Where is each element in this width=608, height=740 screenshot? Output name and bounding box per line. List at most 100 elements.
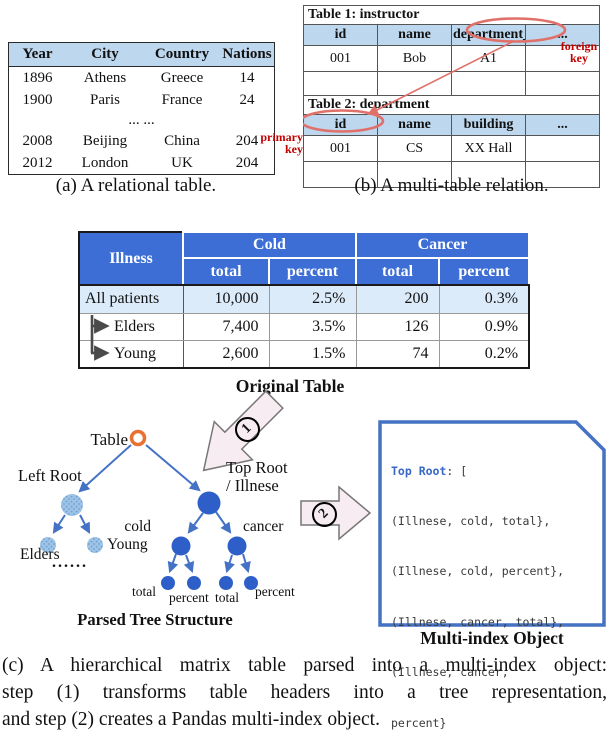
cell: Bob [377,45,452,72]
ellipsis-row: ... ... [9,111,275,130]
tree-edges [52,444,251,574]
leaf-node [244,576,258,590]
row-label: Young [78,339,184,369]
cancer-label: cancer [243,518,284,535]
cell [303,161,378,188]
cell: 24 [239,91,255,108]
leaf-node [187,576,201,590]
cell [377,71,452,99]
elders-node [40,537,56,553]
relational-table: Year City Country Nations 1896 Athens Gr… [8,42,275,175]
cell [525,135,600,162]
left-root-label: Left Root [18,466,82,485]
code-line: (Illnese, cancer, total}, [391,614,565,629]
young-node [87,537,103,553]
cell: 1900 [22,91,53,108]
left-root-node [61,494,83,516]
caption-line: step (1) transforms table headers into a… [2,682,607,703]
cell: 0.2% [438,339,530,369]
caption-a: (a) A relational table. [55,175,217,196]
cell: 2,600 [182,339,270,369]
table-row: 2008 Beijing China 204 [9,130,275,152]
caption-line: (c) A hierarchical matrix table parsed i… [2,655,607,676]
instructor-table: Table 1: instructor id name department_i… [303,5,600,99]
cell: London [81,154,129,171]
cell [451,71,526,99]
code-open-bracket: : [ [446,463,468,478]
cell: 3.5% [268,312,357,341]
step2-arrow [300,485,372,541]
table-row: 1900 Paris France 24 [9,89,275,111]
top-root-node [197,491,221,515]
empty-row [303,71,600,99]
parsed-tree-diagram: Table Left Root Top Root / Illnese Elder… [18,429,295,605]
cell: Greece [160,69,204,86]
sub-header: total [182,257,270,286]
sub-header: total [355,257,440,286]
leaf-node [161,576,175,590]
table-row: 2012 London UK 204 [9,152,275,175]
cell: Beijing [82,132,128,149]
sub-header-row: total percent total percent [79,257,531,286]
cancer-node [227,536,247,556]
code-line: (Illnese, cancer, [391,665,509,680]
step1-arrow [202,390,284,472]
cell: 10,000 [182,284,270,314]
cell: 204 [235,132,259,149]
cell: 7,400 [182,312,270,341]
cell: A1 [451,45,526,72]
cell: 2008 [22,132,53,149]
corner-header: Illness [78,231,184,286]
cell: 0.3% [438,284,530,314]
group-header-row: Illness Cold Cancer [78,231,531,286]
hierarchical-matrix-table: Illness Cold Cancer total percent total … [78,231,531,369]
matrix-table-caption: Original Table [235,376,345,396]
sub-header: percent [268,257,357,286]
cell [525,71,600,99]
empty-row [303,161,600,188]
column-header: name [377,24,452,46]
leaf-label: percent [169,590,209,605]
column-header: id [303,24,378,46]
table-row: 001 CS XX Hall [303,135,600,162]
cell: 1896 [22,69,53,86]
cell: France [161,91,203,108]
row-label: Elders [78,312,184,341]
foreign-key-label: foreign key [560,39,598,65]
table-row: 001 Bob A1 [303,45,600,72]
cold-node [171,536,191,556]
code-line: (Illnese, cold, percent}, [391,564,565,579]
tree-caption: Parsed Tree Structure [77,610,233,629]
cell: Athens [83,69,127,86]
code-keyword: Top Root [391,463,447,478]
column-header: Nations [220,42,275,67]
cell: China [164,132,200,149]
column-header: building [451,114,526,136]
sub-header: percent [437,257,531,286]
cell: 200 [355,284,440,314]
column-header: City [66,42,144,67]
code-line: percent} [391,715,447,730]
cell: ... ... [128,112,155,128]
multi-index-code: Top Root: [ (Illnese, cold, total}, (Ill… [391,429,599,740]
cell [377,161,452,188]
multi-index-object-box: Top Root: [ (Illnese, cold, total}, (Ill… [378,420,606,730]
foreign-key-ellipse [465,17,567,43]
tree-ellipsis: ...... [52,554,88,571]
table-row: 1896 Athens Greece 14 [9,67,275,90]
caption-c: (c) A hierarchical matrix table parsed i… [2,652,607,733]
caption-b: (b) A multi-table relation. [354,175,549,196]
leaf-label: percent [255,584,295,599]
table-header-row: id name building ... [303,114,600,136]
row-label: All patients [78,284,184,314]
young-label: Young [107,536,148,553]
cell [451,161,526,188]
group-header: Cold [182,231,357,259]
cell: 0.9% [438,312,530,341]
cell: 001 [303,45,378,72]
cell: 126 [355,312,440,341]
column-header: ... [525,114,600,136]
code-section-heading: Top Root: [ [391,463,599,480]
caption-line: and step (2) creates a Pandas multi-inde… [2,709,380,730]
table-row: Elders 7,400 3.5% 126 0.9% [78,312,530,341]
